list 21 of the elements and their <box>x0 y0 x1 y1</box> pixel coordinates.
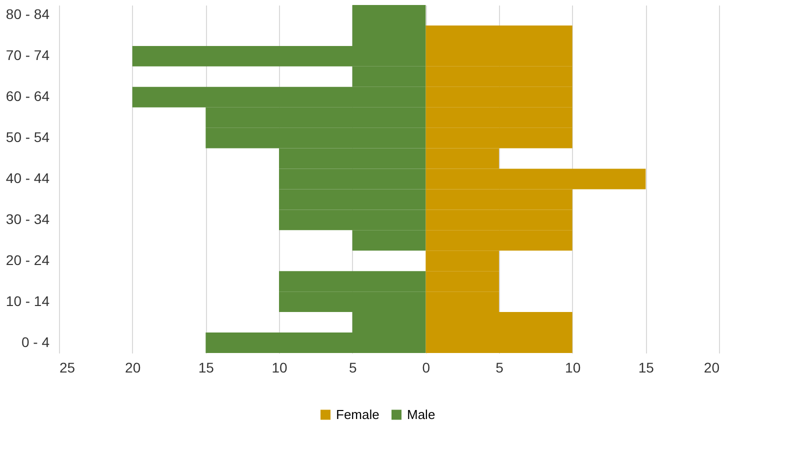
legend-label: Female <box>336 406 380 422</box>
y-tick-label: 80 - 84 <box>6 6 50 22</box>
y-tick-label: 40 - 44 <box>6 170 50 186</box>
y-tick-label: 60 - 64 <box>6 88 50 104</box>
y-tick-label: 20 - 24 <box>6 252 50 268</box>
y-tick-label: 70 - 74 <box>6 47 50 64</box>
x-tick-label: 0 <box>422 360 430 376</box>
x-tick-label: 20 <box>704 360 720 376</box>
x-tick-label: 15 <box>198 360 214 376</box>
x-tick-label: 10 <box>565 360 581 376</box>
x-tick-label: 20 <box>125 360 141 376</box>
x-tick-label: 5 <box>348 360 357 376</box>
x-tick-label: 10 <box>272 360 288 376</box>
x-tick-label: 25 <box>60 360 76 376</box>
legend-label: Male <box>407 406 436 422</box>
y-tick-label: 50 - 54 <box>6 129 50 146</box>
y-tick-label: 0 - 4 <box>21 334 50 350</box>
x-tick-label: 15 <box>638 360 654 376</box>
y-tick-label: 10 - 14 <box>6 292 50 309</box>
x-tick-label: 5 <box>496 360 504 376</box>
y-tick-label: 30 - 34 <box>6 210 50 227</box>
